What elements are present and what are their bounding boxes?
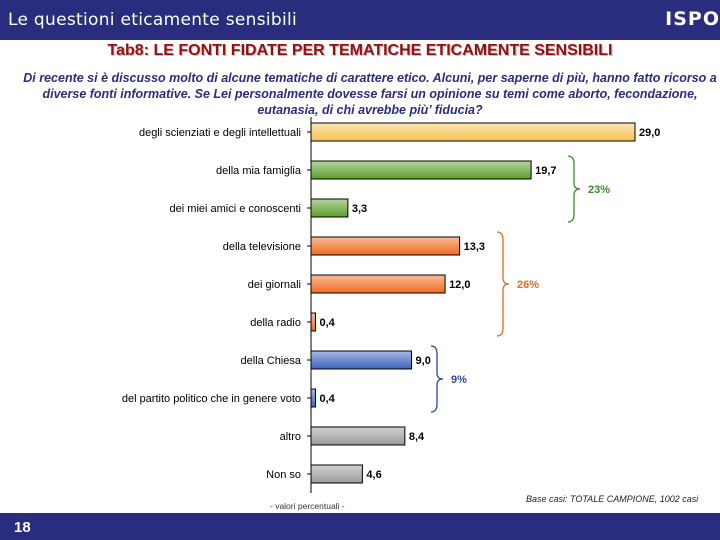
values-note: - valori percentuali - xyxy=(270,501,345,511)
group-brace xyxy=(567,155,581,223)
value-label: 9,0 xyxy=(416,355,431,367)
page-number: 18 xyxy=(14,519,31,536)
bar xyxy=(310,312,316,332)
category-label: della mia famiglia xyxy=(216,165,302,177)
category-label: dei giornali xyxy=(248,279,301,291)
bar xyxy=(310,198,349,218)
value-label: 0,4 xyxy=(319,393,335,405)
header-title: Le questioni eticamente sensibili xyxy=(8,10,298,30)
group-brace xyxy=(496,231,510,337)
group-brace xyxy=(430,345,444,413)
category-label: dei miei amici e conoscenti xyxy=(170,203,301,215)
category-label: della televisione xyxy=(223,241,301,253)
value-label: 12,0 xyxy=(449,279,470,291)
value-label: 3,3 xyxy=(352,203,367,215)
value-label: 8,4 xyxy=(409,431,425,443)
category-label: del partito politico che in genere voto xyxy=(122,393,301,405)
bar xyxy=(310,388,316,408)
group-total-label: 26% xyxy=(517,279,539,291)
question-text: Di recente si è discusso molto di alcune… xyxy=(23,71,717,117)
value-label: 29,0 xyxy=(639,127,660,139)
bar xyxy=(310,350,413,370)
bar xyxy=(310,274,446,294)
category-label: degli scienziati e degli intellettuali xyxy=(139,127,301,139)
category-label: Non so xyxy=(266,469,301,481)
bar xyxy=(310,464,363,484)
category-label: della radio xyxy=(250,317,301,329)
header-bar: Le questioni eticamente sensibili ISPO xyxy=(0,0,720,40)
bar xyxy=(310,426,406,446)
group-total-label: 23% xyxy=(588,184,610,196)
brand-logo: ISPO xyxy=(665,8,720,30)
value-label: 0,4 xyxy=(319,317,335,329)
value-label: 19,7 xyxy=(535,165,556,177)
footer-bar: 18 xyxy=(0,513,720,540)
value-label: 4,6 xyxy=(366,469,381,481)
base-note: Base casi: TOTALE CAMPIONE, 1002 casi xyxy=(526,494,699,504)
bar xyxy=(310,236,461,256)
bar xyxy=(310,160,532,180)
bar xyxy=(310,122,636,142)
value-label: 13,3 xyxy=(464,241,485,253)
category-label: altro xyxy=(280,431,301,443)
chart-heading: Tab8: LE FONTI FIDATE PER TEMATICHE ETIC… xyxy=(107,42,613,59)
category-label: della Chiesa xyxy=(240,355,301,367)
group-total-label: 9% xyxy=(451,374,467,386)
